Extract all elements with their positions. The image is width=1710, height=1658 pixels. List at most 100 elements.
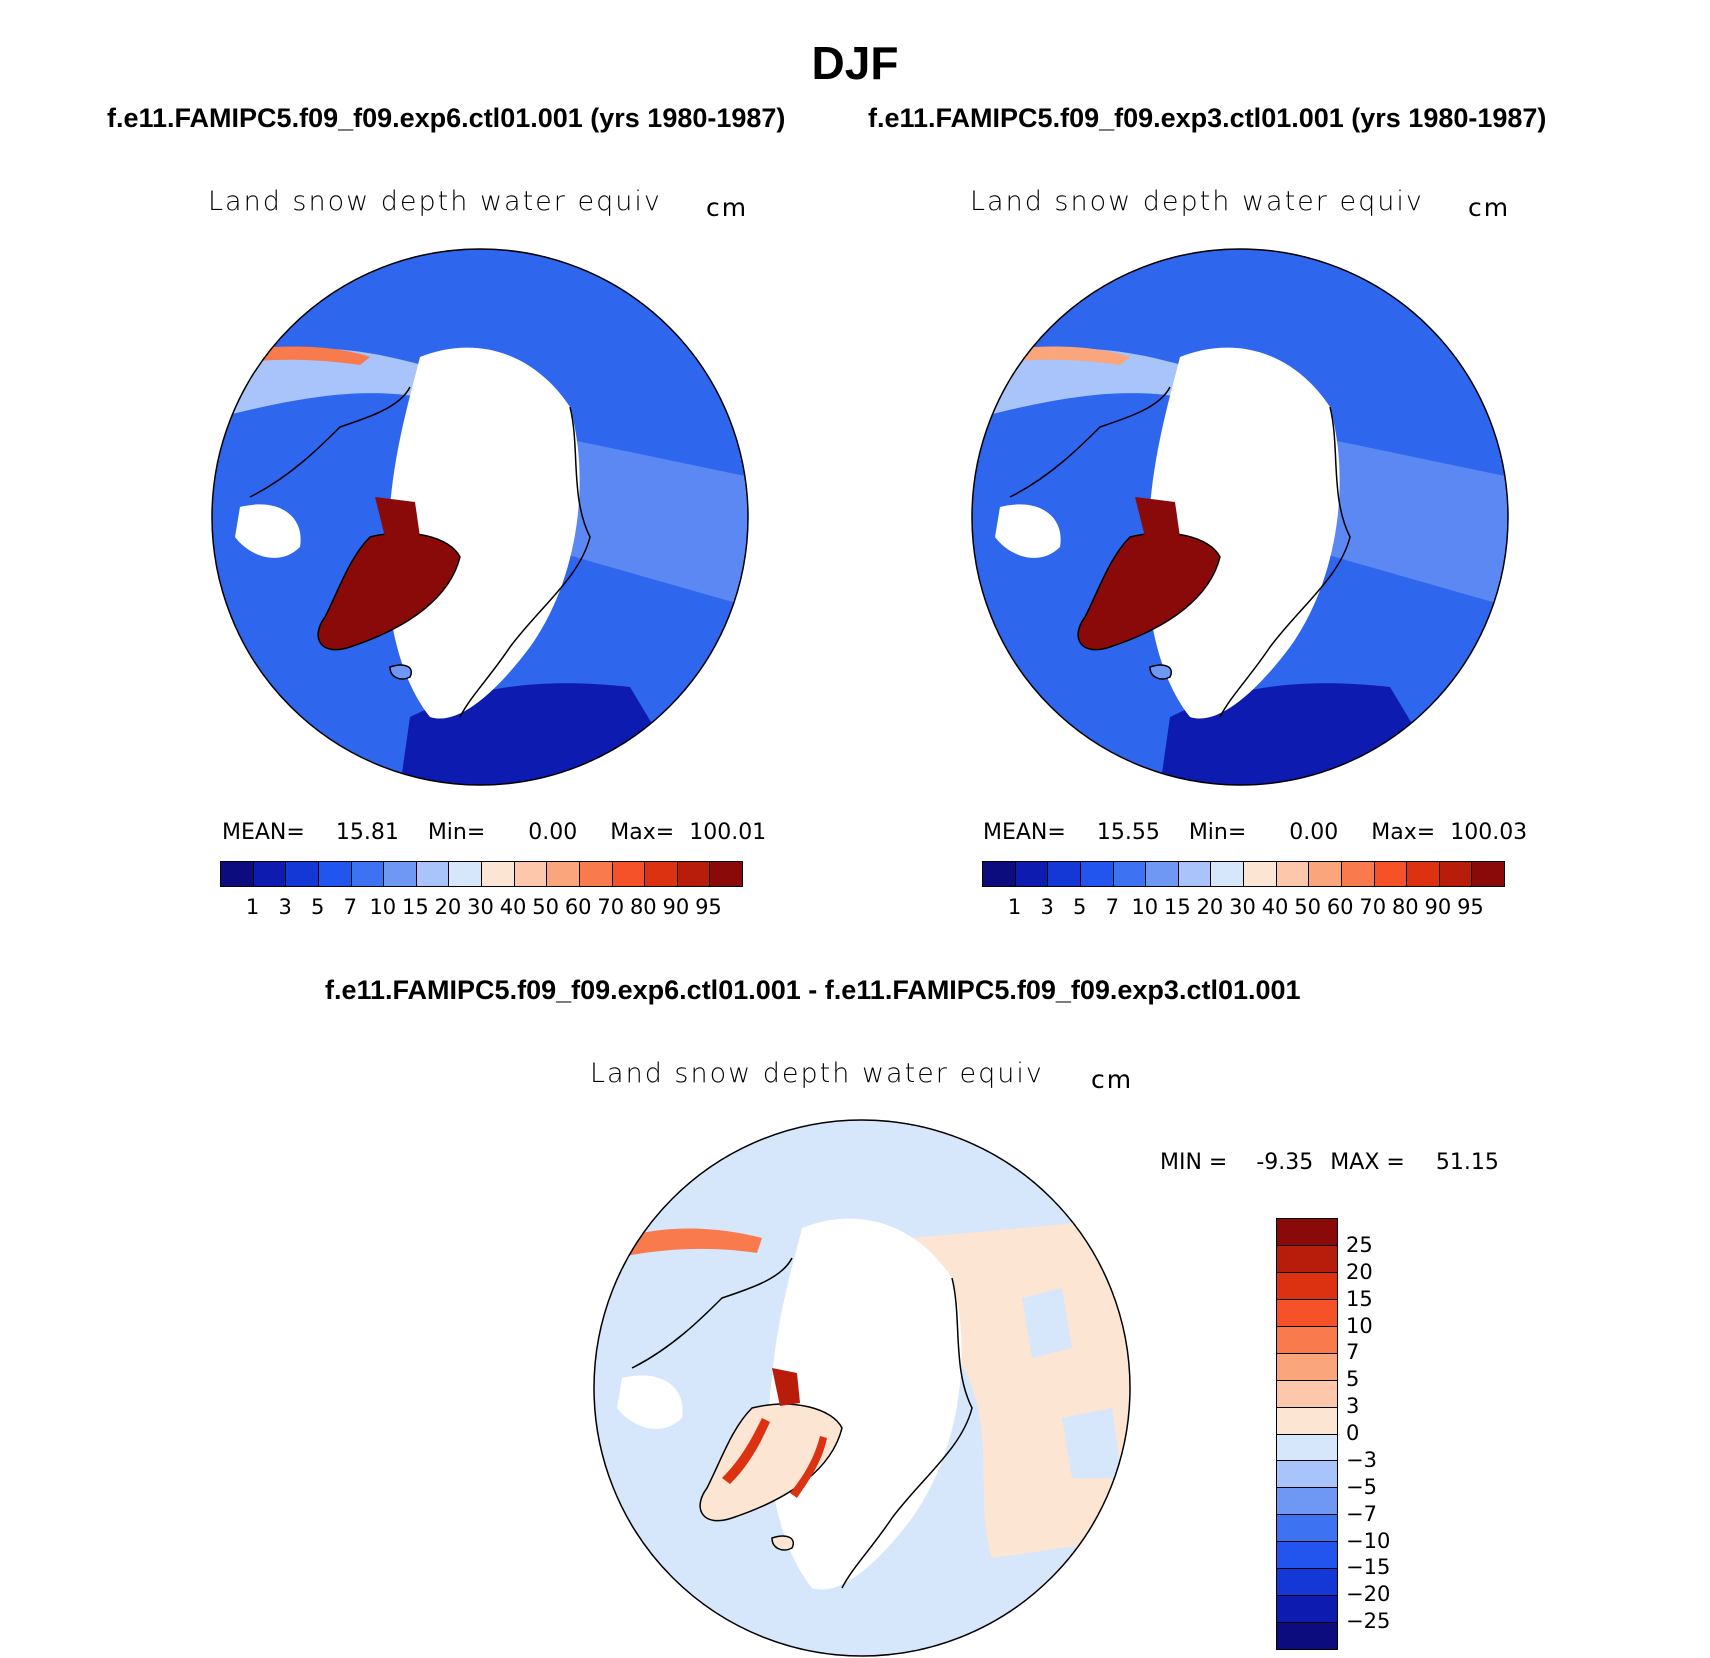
diff-min-value: -9.35 bbox=[1256, 1150, 1314, 1175]
panel2-case-title: f.e11.FAMIPC5.f09_f09.exp3.ctl01.001 (yr… bbox=[868, 103, 1547, 133]
panel2-colorbar-tick-label: 90 bbox=[1424, 895, 1452, 919]
panel2-colorbar bbox=[982, 861, 1505, 887]
panel1-colorbar-swatch bbox=[547, 862, 580, 886]
panel2-colorbar-swatch bbox=[1439, 862, 1473, 886]
diff-colorbar-tick-label: 10 bbox=[1346, 1313, 1373, 1338]
diff-colorbar-swatch bbox=[1277, 1326, 1337, 1354]
panel1-min-label: Min= bbox=[427, 820, 486, 845]
panel2-colorbar-tick-label: 95 bbox=[1457, 895, 1484, 919]
panel1-pale-band bbox=[220, 348, 430, 417]
diff-colorbar-tick-label: 25 bbox=[1346, 1232, 1373, 1257]
panel1-colorbar-tick-label: 70 bbox=[597, 895, 625, 919]
diff-colorbar-swatch bbox=[1277, 1407, 1337, 1435]
diff-polar-map bbox=[593, 1119, 1131, 1657]
panel2-colorbar-swatch bbox=[1178, 862, 1212, 886]
panel2-coastline-north-america bbox=[1009, 386, 1171, 498]
panel1-colorbar-tick-label: 90 bbox=[662, 895, 690, 919]
panel1-units: cm bbox=[706, 193, 749, 222]
diff-coastline-north-america bbox=[631, 1257, 793, 1369]
diff-alaska-positive bbox=[617, 1228, 762, 1258]
panel1-colorbar-tick-label: 80 bbox=[629, 895, 657, 919]
panel1-variable-title: Land snow depth water equiv bbox=[208, 186, 662, 217]
panel2-colorbar-swatch bbox=[1276, 862, 1310, 886]
panel2-colorbar-tick-label: 3 bbox=[1040, 895, 1054, 919]
diff-coastline-eurasia bbox=[841, 1277, 973, 1589]
diff-min-label: MIN = bbox=[1160, 1150, 1228, 1175]
panel1-colorbar-tick-label: 60 bbox=[564, 895, 592, 919]
diff-colorbar-swatch bbox=[1277, 1623, 1337, 1649]
diff-iceland bbox=[771, 1535, 794, 1551]
diff-colorbar-swatch bbox=[1277, 1219, 1337, 1246]
diff-colorbar-swatch bbox=[1277, 1515, 1337, 1543]
panel1-colorbar-swatch bbox=[710, 862, 742, 886]
diff-max-label: MAX = bbox=[1330, 1150, 1405, 1175]
panel2-colorbar-swatch bbox=[1309, 862, 1342, 886]
panel1-colorbar-swatch bbox=[221, 862, 254, 886]
panel2-colorbar-swatch bbox=[1472, 862, 1504, 886]
panel2-max-value: 100.03 bbox=[1450, 820, 1528, 845]
panel1-colorbar-tick-label: 50 bbox=[532, 895, 559, 919]
panel1-colorbar-swatch bbox=[416, 862, 450, 886]
panel2-colorbar-tick-label: 20 bbox=[1196, 895, 1224, 919]
panel2-colorbar-tick-label: 15 bbox=[1164, 895, 1191, 919]
panel1-colorbar-tick-label: 1 bbox=[245, 895, 260, 919]
panel2-hudson-bay bbox=[995, 504, 1061, 558]
panel1-colorbar-tick-label: 15 bbox=[402, 895, 429, 919]
panel1-colorbar-swatch bbox=[449, 862, 482, 886]
diff-colorbar-swatch bbox=[1277, 1542, 1337, 1570]
panel1-stats: MEAN= 15.81 Min= 0.00 Max= 100.01 bbox=[222, 820, 766, 845]
diff-max-value: 51.15 bbox=[1435, 1150, 1499, 1175]
diff-colorbar-swatch bbox=[1277, 1299, 1337, 1327]
panel2-max-label: Max= bbox=[1371, 820, 1436, 845]
diff-negative-patches bbox=[1022, 1288, 1122, 1478]
panel2-colorbar-swatch bbox=[1015, 862, 1049, 886]
diff-colorbar-swatch bbox=[1277, 1272, 1337, 1300]
panel1-arctic-ocean bbox=[386, 347, 580, 719]
diff-case-title: f.e11.FAMIPC5.f09_f09.exp6.ctl01.001 - f… bbox=[325, 975, 1301, 1005]
diff-colorbar-tick-label: 7 bbox=[1346, 1340, 1360, 1365]
panel2-colorbar-tick-label: 50 bbox=[1294, 895, 1321, 919]
diff-greenland-edge-positive bbox=[722, 1418, 827, 1498]
panel2-colorbar-tick-label: 1 bbox=[1007, 895, 1022, 919]
panel1-colorbar-swatch bbox=[482, 862, 515, 886]
panel1-colorbar-swatch bbox=[645, 862, 678, 886]
diff-canadian-arctic-positive bbox=[772, 1368, 800, 1406]
diff-colorbar-tick-label: −5 bbox=[1346, 1474, 1377, 1499]
panel2-min-label: Min= bbox=[1188, 820, 1247, 845]
panel2-colorbar-tick-label: 7 bbox=[1105, 895, 1119, 919]
panel1-colorbar-swatch bbox=[514, 862, 548, 886]
panel1-colorbar-tick-label: 30 bbox=[467, 895, 494, 919]
panel2-stats: MEAN= 15.55 Min= 0.00 Max= 100.03 bbox=[983, 820, 1527, 845]
panel2-variable-title: Land snow depth water equiv bbox=[970, 186, 1424, 217]
panel1-colorbar-tick-label: 3 bbox=[278, 895, 292, 919]
panel2-colorbar-tick-label: 60 bbox=[1326, 895, 1354, 919]
panel1-colorbar bbox=[220, 861, 743, 887]
panel2-iceland bbox=[1149, 664, 1172, 680]
diff-colorbar-tick-label: 0 bbox=[1346, 1421, 1360, 1445]
diff-colorbar-swatch bbox=[1277, 1353, 1337, 1381]
diff-units: cm bbox=[1091, 1065, 1134, 1094]
panel2-arctic-ocean bbox=[1146, 347, 1340, 719]
panel2-colorbar-swatch bbox=[1211, 862, 1244, 886]
diff-colorbar-swatch bbox=[1277, 1434, 1337, 1462]
panel1-colorbar-tick-label: 5 bbox=[311, 895, 325, 919]
panel1-colorbar-tick-label: 40 bbox=[499, 895, 527, 919]
panel1-polar-map bbox=[211, 248, 749, 786]
panel2-colorbar-tick-label: 70 bbox=[1359, 895, 1387, 919]
panel2-units: cm bbox=[1468, 193, 1511, 222]
panel1-colorbar-swatch bbox=[612, 862, 646, 886]
panel1-max-value: 100.01 bbox=[689, 820, 767, 845]
panel1-greenland bbox=[317, 532, 461, 651]
panel1-colorbar-swatch bbox=[384, 862, 417, 886]
panel1-colorbar-tick-label: 7 bbox=[343, 895, 357, 919]
panel2-coastline-eurasia bbox=[1219, 406, 1351, 718]
diff-hudson-bay bbox=[617, 1375, 683, 1429]
panel2-mean-label: MEAN= bbox=[983, 820, 1066, 845]
diff-colorbar-swatch bbox=[1277, 1596, 1337, 1624]
diff-colorbar-tick-label: −25 bbox=[1346, 1609, 1391, 1634]
panel2-colorbar-tick-label: 40 bbox=[1261, 895, 1289, 919]
figure-title: DJF bbox=[811, 37, 899, 89]
diff-colorbar-tick-label: 15 bbox=[1346, 1286, 1373, 1311]
diff-arctic-ocean bbox=[768, 1218, 962, 1590]
diff-colorbar-tick-label: −7 bbox=[1346, 1501, 1377, 1526]
